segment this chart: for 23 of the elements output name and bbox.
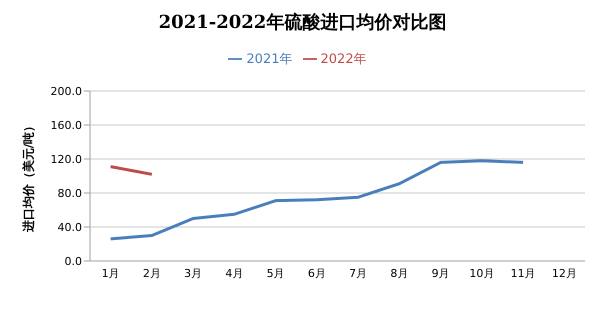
chart-title: 2021-2022年硫酸进口均价对比图 bbox=[158, 11, 448, 34]
x-tick-label: 11月 bbox=[510, 266, 536, 280]
y-tick-label: 120.0 bbox=[50, 152, 82, 166]
x-tick-label: 3月 bbox=[184, 266, 202, 280]
x-tick-label: 10月 bbox=[469, 266, 494, 280]
line-series bbox=[109, 159, 525, 240]
y-tick-label: 80.0 bbox=[58, 186, 82, 200]
y-tick-label: 0.0 bbox=[64, 254, 82, 268]
legend-label: 2021年 bbox=[246, 52, 292, 67]
y-tick-label: 200.0 bbox=[50, 84, 82, 98]
x-tick-label: 2月 bbox=[142, 266, 161, 280]
x-tick-label: 5月 bbox=[266, 266, 285, 280]
x-tick-label: 9月 bbox=[432, 266, 450, 280]
x-tick-label: 7月 bbox=[349, 266, 368, 280]
x-tick-label: 4月 bbox=[225, 266, 244, 280]
x-tick-label: 6月 bbox=[308, 266, 326, 280]
x-tick-label: 12月 bbox=[552, 266, 577, 280]
x-tick-label: 8月 bbox=[390, 266, 408, 280]
x-tick-label: 1月 bbox=[102, 266, 120, 280]
y-axis-title: 进口均价（美元/吨） bbox=[21, 120, 36, 234]
legend-label: 2022年 bbox=[320, 52, 367, 67]
y-tick-label: 160.0 bbox=[50, 118, 82, 132]
y-tick-label: 40.0 bbox=[58, 220, 82, 234]
